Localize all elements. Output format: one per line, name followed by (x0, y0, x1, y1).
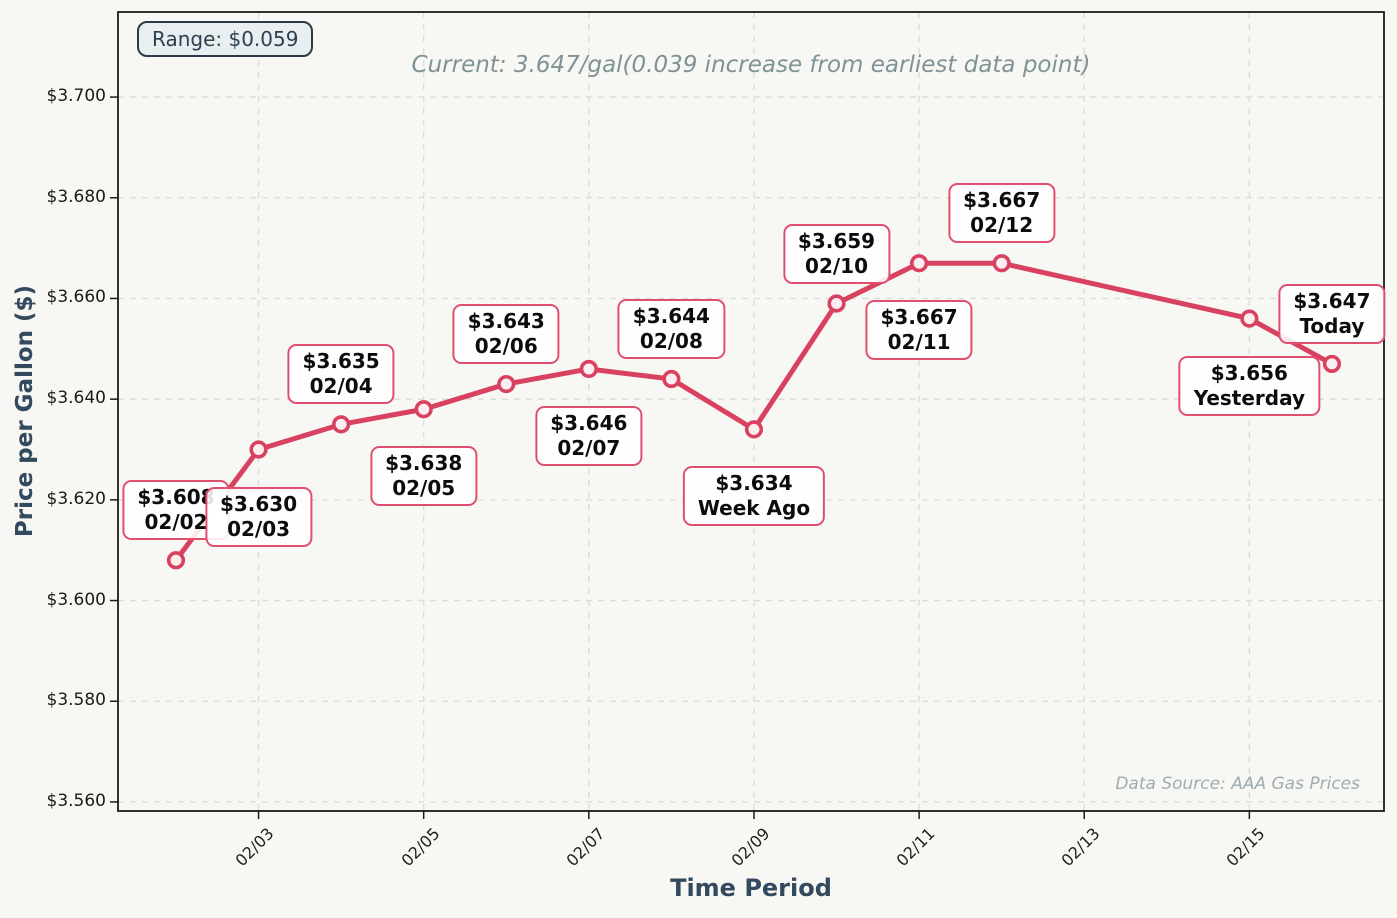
data-point-marker (909, 254, 929, 273)
callout-date: Yesterday (1193, 385, 1306, 410)
data-point-marker (827, 294, 846, 313)
callout-price: $3.667 (880, 305, 958, 330)
callout-date: Today (1299, 313, 1365, 338)
y-tick-label: $3.580 (46, 690, 106, 711)
callout-price: $3.635 (302, 349, 380, 374)
y-tick-label: $3.560 (46, 790, 106, 811)
data-callout: $3.644 02/08 (617, 299, 725, 360)
data-point-marker (249, 440, 268, 459)
callout-price: $3.630 (219, 491, 298, 516)
data-callout: $3.647 Today (1278, 283, 1386, 344)
data-callout: $3.659 02/10 (782, 223, 891, 284)
data-point-marker (744, 420, 764, 439)
callout-price: $3.656 (1210, 360, 1288, 385)
y-tick-label: $3.660 (46, 287, 106, 308)
y-tick-label: $3.680 (46, 186, 106, 207)
data-callout: $3.630 02/03 (204, 486, 313, 547)
chart-title: Current: 3.647/gal(0.039 increase from e… (411, 52, 1091, 78)
callout-price: $3.667 (963, 188, 1041, 213)
callout-date: 02/03 (227, 516, 291, 541)
data-point-marker (497, 374, 516, 394)
data-point-marker (1240, 309, 1259, 328)
callout-date: Week Ago (697, 496, 811, 521)
callout-price: $3.638 (385, 451, 463, 476)
data-point-marker (414, 400, 433, 419)
plot-frame (117, 11, 1385, 812)
callout-price: $3.659 (797, 228, 876, 253)
callout-price: $3.644 (632, 304, 710, 329)
callout-date: 02/10 (805, 253, 868, 278)
callout-date: 02/07 (557, 435, 621, 460)
callout-price: $3.634 (715, 471, 793, 496)
data-callout: $3.667 02/12 (948, 183, 1056, 244)
callout-date: 02/11 (887, 330, 951, 355)
callout-date: 02/02 (144, 510, 208, 535)
y-tick-label: $3.640 (46, 388, 106, 409)
callout-date: 02/08 (639, 329, 703, 354)
data-point-marker (662, 369, 681, 389)
y-tick-label: $3.600 (46, 589, 106, 610)
data-callout: $3.667 02/11 (865, 300, 973, 361)
callout-date: 02/06 (474, 334, 538, 359)
callout-price: $3.608 (137, 485, 215, 510)
data-point-marker (332, 415, 351, 434)
x-axis-title: Time Period (670, 874, 832, 902)
callout-price: $3.643 (467, 309, 545, 334)
callout-date: 02/04 (309, 374, 373, 399)
range-badge: Range: $0.059 (137, 21, 314, 57)
data-point-marker (166, 551, 186, 570)
data-callout: $3.643 02/06 (452, 304, 560, 365)
y-tick-label: $3.620 (46, 488, 106, 509)
data-callout: $3.638 02/05 (370, 446, 478, 507)
callout-date: 02/05 (392, 476, 456, 501)
callout-date: 02/12 (970, 213, 1034, 238)
callout-price: $3.647 (1293, 288, 1371, 313)
data-point-marker (992, 254, 1011, 273)
data-point-marker (579, 359, 598, 379)
data-callout: $3.635 02/04 (287, 344, 395, 405)
data-callout: $3.634 Week Ago (682, 466, 826, 527)
data-point-marker (1322, 354, 1342, 374)
callout-price: $3.646 (550, 410, 628, 435)
data-callout: $3.646 02/07 (535, 405, 643, 466)
data-source-note: Data Source: AAA Gas Prices (1115, 774, 1360, 794)
y-tick-label: $3.700 (46, 86, 106, 107)
data-callout: $3.656 Yesterday (1178, 355, 1321, 416)
